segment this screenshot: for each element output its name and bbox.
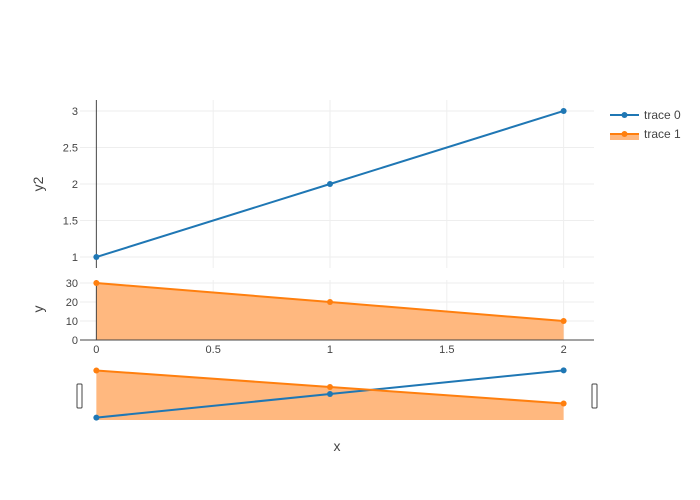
area-fills [96,283,564,340]
trace-1-fill [96,283,564,340]
x-tick-label: 0 [93,344,99,356]
slider-trace-0-point-2 [560,367,567,374]
y-tick-label: 20 [66,297,78,309]
y2-tick-label: 3 [72,106,78,118]
x-tick-label: 1.5 [439,344,454,356]
slider-trace-1-point-0 [93,367,100,374]
axis-lines [80,100,594,341]
trace-0-point-0[interactable] [93,254,100,261]
trace-1-point-0[interactable] [93,280,100,287]
range-slider[interactable] [76,367,598,421]
range-slider-left-handle[interactable] [76,383,83,409]
y2-tick-label: 2 [72,179,78,191]
y2-tick-label: 1.5 [63,216,78,228]
y2-tick-label: 1 [72,252,78,264]
y2-axis-title: y2 [30,176,46,191]
slider-trace-1-point-2 [560,400,567,407]
trace-0-point-1[interactable] [326,181,333,187]
legend-trace-1-marker [621,131,628,137]
x-tick-label: 0.5 [206,344,221,356]
trace-1-point-2[interactable] [560,318,567,325]
trace-0-point-2[interactable] [560,107,567,114]
x-axis-title: x [334,438,341,454]
legend-trace-0-marker [621,112,628,118]
x-tick-label: 1 [327,344,333,356]
slider-trace-0-point-1 [326,391,333,397]
slider-trace-1-point-1 [326,383,333,390]
slider-trace-0-point-0 [93,414,100,421]
y-tick-label: 0 [72,335,78,347]
y-axis-title: y [30,306,46,313]
legend-trace-1-label: trace 1 [644,127,681,141]
legend[interactable]: trace 0 trace 1 [610,108,681,141]
range-slider-right-handle[interactable] [591,383,598,409]
legend-trace-0-label: trace 0 [644,108,681,122]
y-tick-label: 30 [66,278,78,290]
legend-item-trace-0[interactable]: trace 0 [610,108,681,122]
series-markers[interactable] [93,107,567,325]
x-tick-label: 2 [561,344,567,356]
legend-item-trace-1[interactable]: trace 1 [610,127,681,141]
y2-tick-label: 2.5 [63,142,78,154]
y-tick-label: 10 [66,316,78,328]
trace-1-point-1[interactable] [326,299,333,306]
